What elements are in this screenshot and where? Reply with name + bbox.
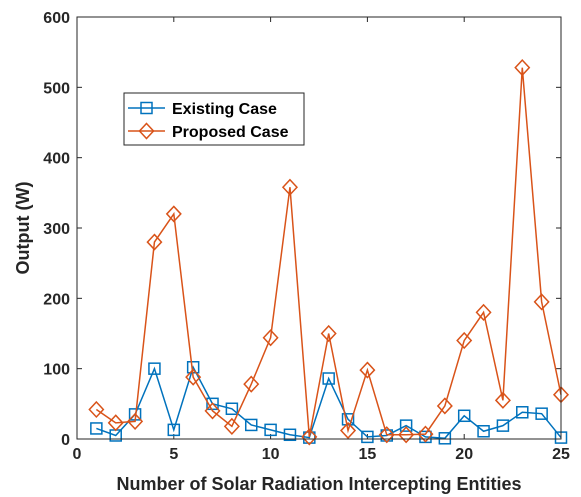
data-point-proposed-case [301,428,318,446]
x-axis-title: Number of Solar Radiation Intercepting E… [116,474,521,494]
x-tick-label: 0 [73,446,82,463]
data-point-existing-case [167,423,181,437]
legend-marker-proposed-case [138,122,155,140]
y-tick-label: 200 [43,291,70,308]
data-point-existing-case [225,402,239,416]
data-point-existing-case [322,372,335,385]
data-point-existing-case [206,397,219,411]
data-point-proposed-case [88,400,105,419]
data-point-proposed-case [398,426,415,444]
y-tick-label: 600 [43,10,70,27]
x-tick-label: 20 [455,446,473,463]
data-point-proposed-case [204,402,221,420]
y-tick-label: 300 [43,221,70,238]
series-layer [88,59,570,446]
legend-item-proposed-case: Proposed Case [128,122,289,141]
data-point-proposed-case [533,293,550,311]
data-point-proposed-case [417,425,434,443]
data-point-proposed-case [475,303,492,321]
x-tick-label: 5 [169,446,178,463]
series-line-proposed-case [95,67,562,438]
data-point-existing-case [90,422,103,435]
y-axis-title: Output (W) [13,182,33,275]
data-point-existing-case [516,406,529,419]
data-point-proposed-case [340,421,357,440]
data-point-proposed-case [185,368,202,386]
data-point-proposed-case [436,397,453,415]
data-point-proposed-case [127,412,144,431]
data-point-existing-case [438,432,452,445]
data-point-proposed-case [107,414,124,432]
plot-frame [76,16,562,440]
legend-marker-existing-case [140,101,153,115]
x-tick-label: 25 [552,446,570,463]
legend-label-existing-case: Existing Case [172,101,277,118]
series-proposed-case [88,59,570,446]
y-tick-label: 0 [61,432,70,449]
data-point-existing-case [244,418,258,432]
data-point-proposed-case [494,391,511,409]
data-point-existing-case [264,423,277,437]
data-point-existing-case [148,362,161,375]
x-tick-label: 10 [262,446,280,463]
y-tick-label: 500 [43,80,70,97]
legend-item-existing-case: Existing Case [128,101,277,118]
data-point-proposed-case [514,59,531,77]
data-point-existing-case [283,428,297,442]
data-point-existing-case [341,413,355,426]
data-point-proposed-case [223,417,240,435]
data-point-proposed-case [378,426,395,444]
data-point-proposed-case [243,375,260,393]
series-existing-case [90,361,568,445]
data-point-existing-case [399,419,413,432]
data-point-proposed-case [165,205,182,223]
x-tick-label: 15 [359,446,377,463]
legend-box [123,92,305,146]
y-tick-label: 100 [43,362,70,379]
series-line-existing-case [96,365,562,440]
data-point-existing-case [457,409,471,423]
data-point-existing-case [477,425,490,438]
legend: Existing Case Proposed Case [123,92,305,146]
ticks-layer: 0 5 10 15 20 25 0 100 200 300 400 500 600 [43,10,570,463]
data-point-proposed-case [456,331,473,350]
data-point-proposed-case [281,178,298,196]
data-point-proposed-case [359,361,376,379]
data-point-proposed-case [146,233,163,251]
data-point-proposed-case [320,324,337,343]
data-point-proposed-case [262,329,279,347]
data-point-existing-case [496,419,510,432]
legend-label-proposed-case: Proposed Case [172,124,289,141]
data-point-existing-case [361,430,374,444]
y-tick-label: 400 [43,151,70,168]
data-point-existing-case [535,407,548,420]
